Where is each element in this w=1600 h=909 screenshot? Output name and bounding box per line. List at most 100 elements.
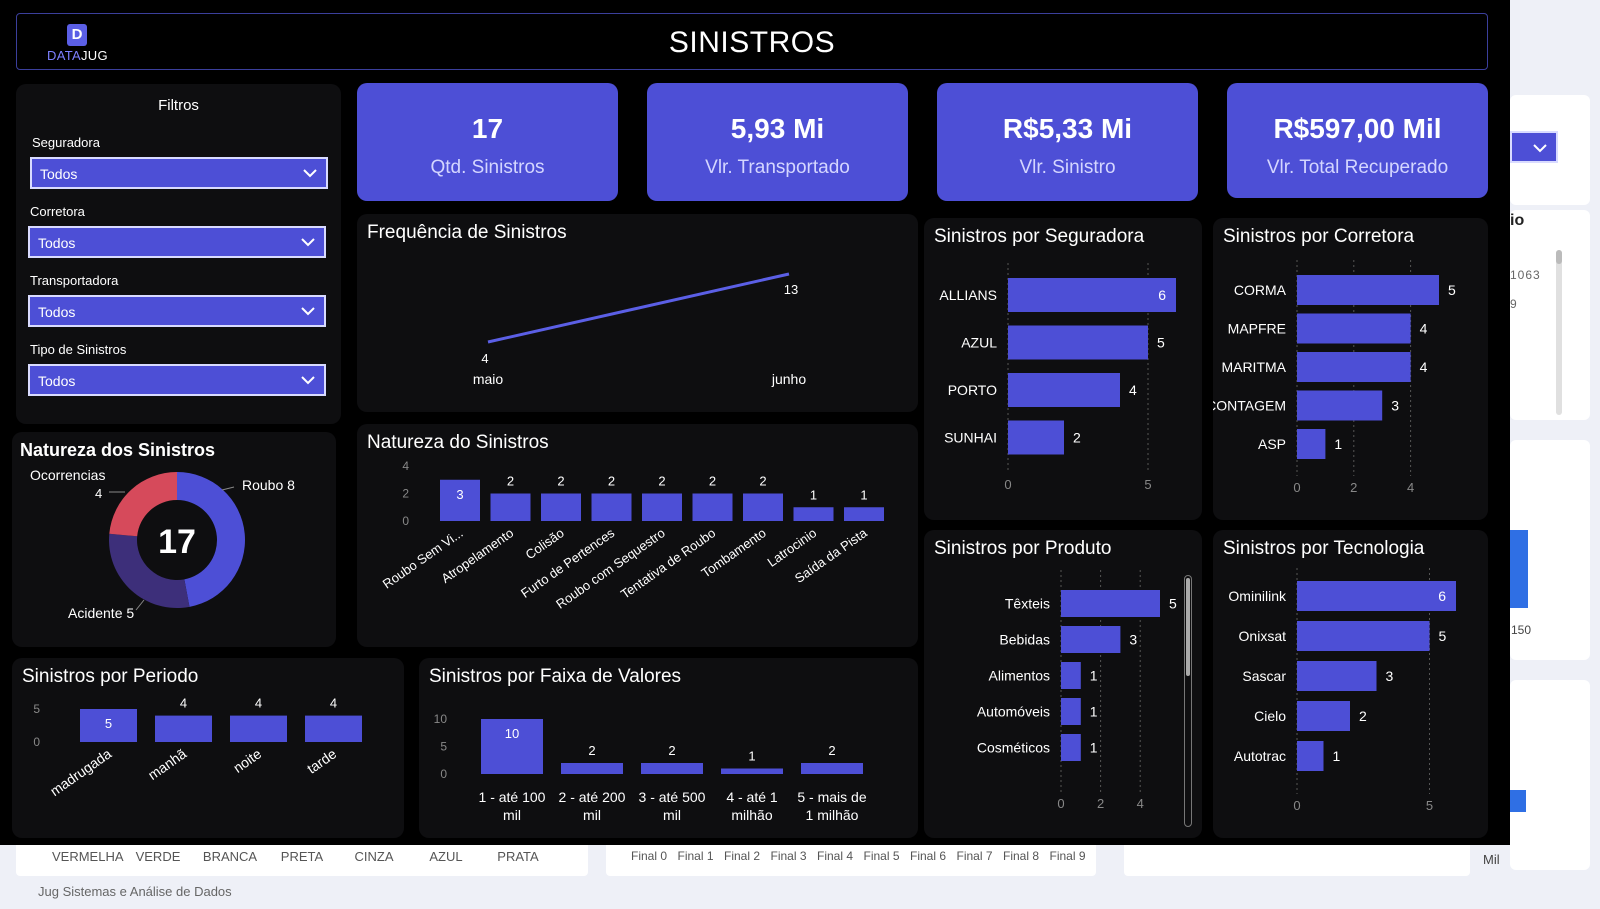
bg-scrollbar[interactable]: [1556, 250, 1562, 415]
bg-card: [1510, 210, 1590, 420]
chart-title: Sinistros por Corretora: [1223, 226, 1415, 247]
tecnologia-bar-chart: 0 5 Ominilink 6 Onixsat 5 Sascar 3 Cielo 2 Autotra…: [1228, 568, 1456, 813]
y-tick-label: PORTO: [948, 382, 997, 398]
color-option[interactable]: VERMELHA: [52, 849, 124, 864]
bar: [1008, 373, 1120, 407]
color-option[interactable]: PRETA: [280, 849, 324, 864]
x-tick-label: manhã: [145, 745, 189, 783]
data-label: 2: [828, 743, 835, 758]
corretora-select[interactable]: Todos: [28, 226, 326, 258]
donut-center-label: 17: [158, 523, 196, 561]
x-tick-label: 0: [1004, 477, 1011, 492]
slice-label: Acidente 5: [68, 605, 134, 621]
x-tick-label: 2: [1097, 796, 1104, 811]
y-tick-label: ASP: [1258, 436, 1286, 452]
plate-final-option[interactable]: Final 1: [677, 849, 714, 863]
x-tick-label: 2: [1350, 480, 1357, 495]
plate-final-option[interactable]: Final 3: [770, 849, 807, 863]
logo-icon: D: [67, 24, 87, 46]
data-label: 2: [709, 474, 716, 489]
y-tick-label: 0: [33, 735, 40, 749]
bar: [1297, 275, 1439, 305]
natureza-donut-chart: 17 Roubo 8 Acidente 5 Ocorrencias 4: [30, 467, 295, 621]
data-label: 10: [505, 726, 519, 741]
plate-final-option[interactable]: Final 0: [631, 849, 668, 863]
color-option[interactable]: AZUL: [429, 849, 463, 864]
x-tick-label: 0: [1057, 796, 1064, 811]
bar: [490, 493, 531, 521]
bg-card: [1510, 680, 1590, 870]
x-tick-label: 3 - até 500: [639, 789, 706, 805]
y-tick-label: Sascar: [1242, 668, 1286, 684]
bar: [1008, 420, 1064, 455]
scrollbar-thumb[interactable]: [1186, 578, 1190, 676]
x-tick-label: 5 - mais de: [797, 789, 866, 805]
data-label: 13: [784, 282, 798, 297]
kpi-vlr-sinistro: R$5,33 Mi Vlr. Sinistro: [937, 83, 1198, 201]
freq-line-chart: 4 13 maio junho: [473, 272, 806, 387]
bar: [1297, 390, 1383, 421]
plate-final-option[interactable]: Final 6: [910, 849, 947, 863]
chart-title: Sinistros por Periodo: [22, 666, 199, 687]
bar: [541, 493, 581, 521]
bar: [1297, 429, 1326, 459]
bar: [1061, 734, 1081, 761]
bar: [801, 763, 863, 774]
bg-text: io: [1510, 212, 1525, 229]
data-label: 4: [1420, 359, 1428, 375]
data-label: 3: [1129, 632, 1137, 648]
plate-final-option[interactable]: Final 8: [1003, 849, 1040, 863]
data-label: 2: [759, 474, 766, 489]
bar: [440, 479, 480, 521]
tipo-sinistro-select[interactable]: Todos: [28, 364, 326, 396]
y-tick-label: CONTAGEM: [1213, 398, 1286, 414]
bg-text: 9: [1510, 297, 1517, 311]
bar: [155, 715, 212, 742]
bar: [743, 493, 783, 521]
color-option[interactable]: PRATA: [497, 849, 539, 864]
kpi-label: Vlr. Transportado: [705, 157, 850, 178]
y-tick-label: Cielo: [1254, 708, 1286, 724]
produto-scrollbar[interactable]: [1184, 575, 1192, 827]
plate-final-option[interactable]: Final 7: [956, 849, 993, 863]
footer-text: Jug Sistemas e Análise de Dados: [38, 884, 232, 899]
plate-final-option[interactable]: Final 9: [1049, 849, 1086, 863]
y-tick-label: MAPFRE: [1228, 321, 1286, 337]
x-tick-label: maio: [473, 371, 504, 387]
color-option[interactable]: BRANCA: [202, 849, 258, 864]
data-label: 5: [105, 716, 112, 731]
data-label: 6: [1438, 588, 1446, 604]
color-option[interactable]: VERDE: [135, 849, 181, 864]
y-tick-label: Alimentos: [989, 668, 1050, 684]
kpi-label: Vlr. Total Recuperado: [1266, 157, 1449, 178]
x-tick-label: 0: [1293, 798, 1300, 813]
bg-strip: [1124, 840, 1470, 876]
bar: [641, 763, 703, 774]
y-tick-label: Autotrac: [1234, 748, 1286, 764]
filter-label-seguradora: Seguradora: [32, 135, 100, 150]
natureza-donut-panel: Natureza dos Sinistros 17 Roubo 8 Acidente…: [12, 432, 336, 647]
seguradora-bar-chart: 0 5 ALLIANS 6 AZUL 5 PORTO 4 SUNHAI 2: [939, 263, 1176, 492]
y-tick-label: Cosméticos: [977, 740, 1050, 756]
transportadora-select[interactable]: Todos: [28, 295, 326, 327]
filters-title: Filtros: [158, 97, 199, 114]
bar: [591, 493, 632, 521]
data-label: 2: [658, 474, 665, 489]
plate-final-option[interactable]: Final 4: [817, 849, 854, 863]
x-tick-label: noite: [230, 745, 264, 776]
y-tick-label: MARITMA: [1221, 359, 1286, 375]
donut-slice: [109, 533, 190, 608]
bar: [793, 507, 834, 521]
color-option[interactable]: CINZA: [354, 849, 394, 864]
bar: [230, 715, 287, 742]
plate-final-option[interactable]: Final 5: [863, 849, 900, 863]
data-label: 5: [1157, 335, 1165, 351]
chevron-down-icon: [301, 376, 315, 385]
bg-select[interactable]: [1510, 131, 1558, 163]
data-label: 2: [588, 743, 595, 758]
bar: [1297, 701, 1350, 731]
seguradora-select[interactable]: Todos: [30, 157, 328, 189]
plate-final-option[interactable]: Final 2: [724, 849, 761, 863]
